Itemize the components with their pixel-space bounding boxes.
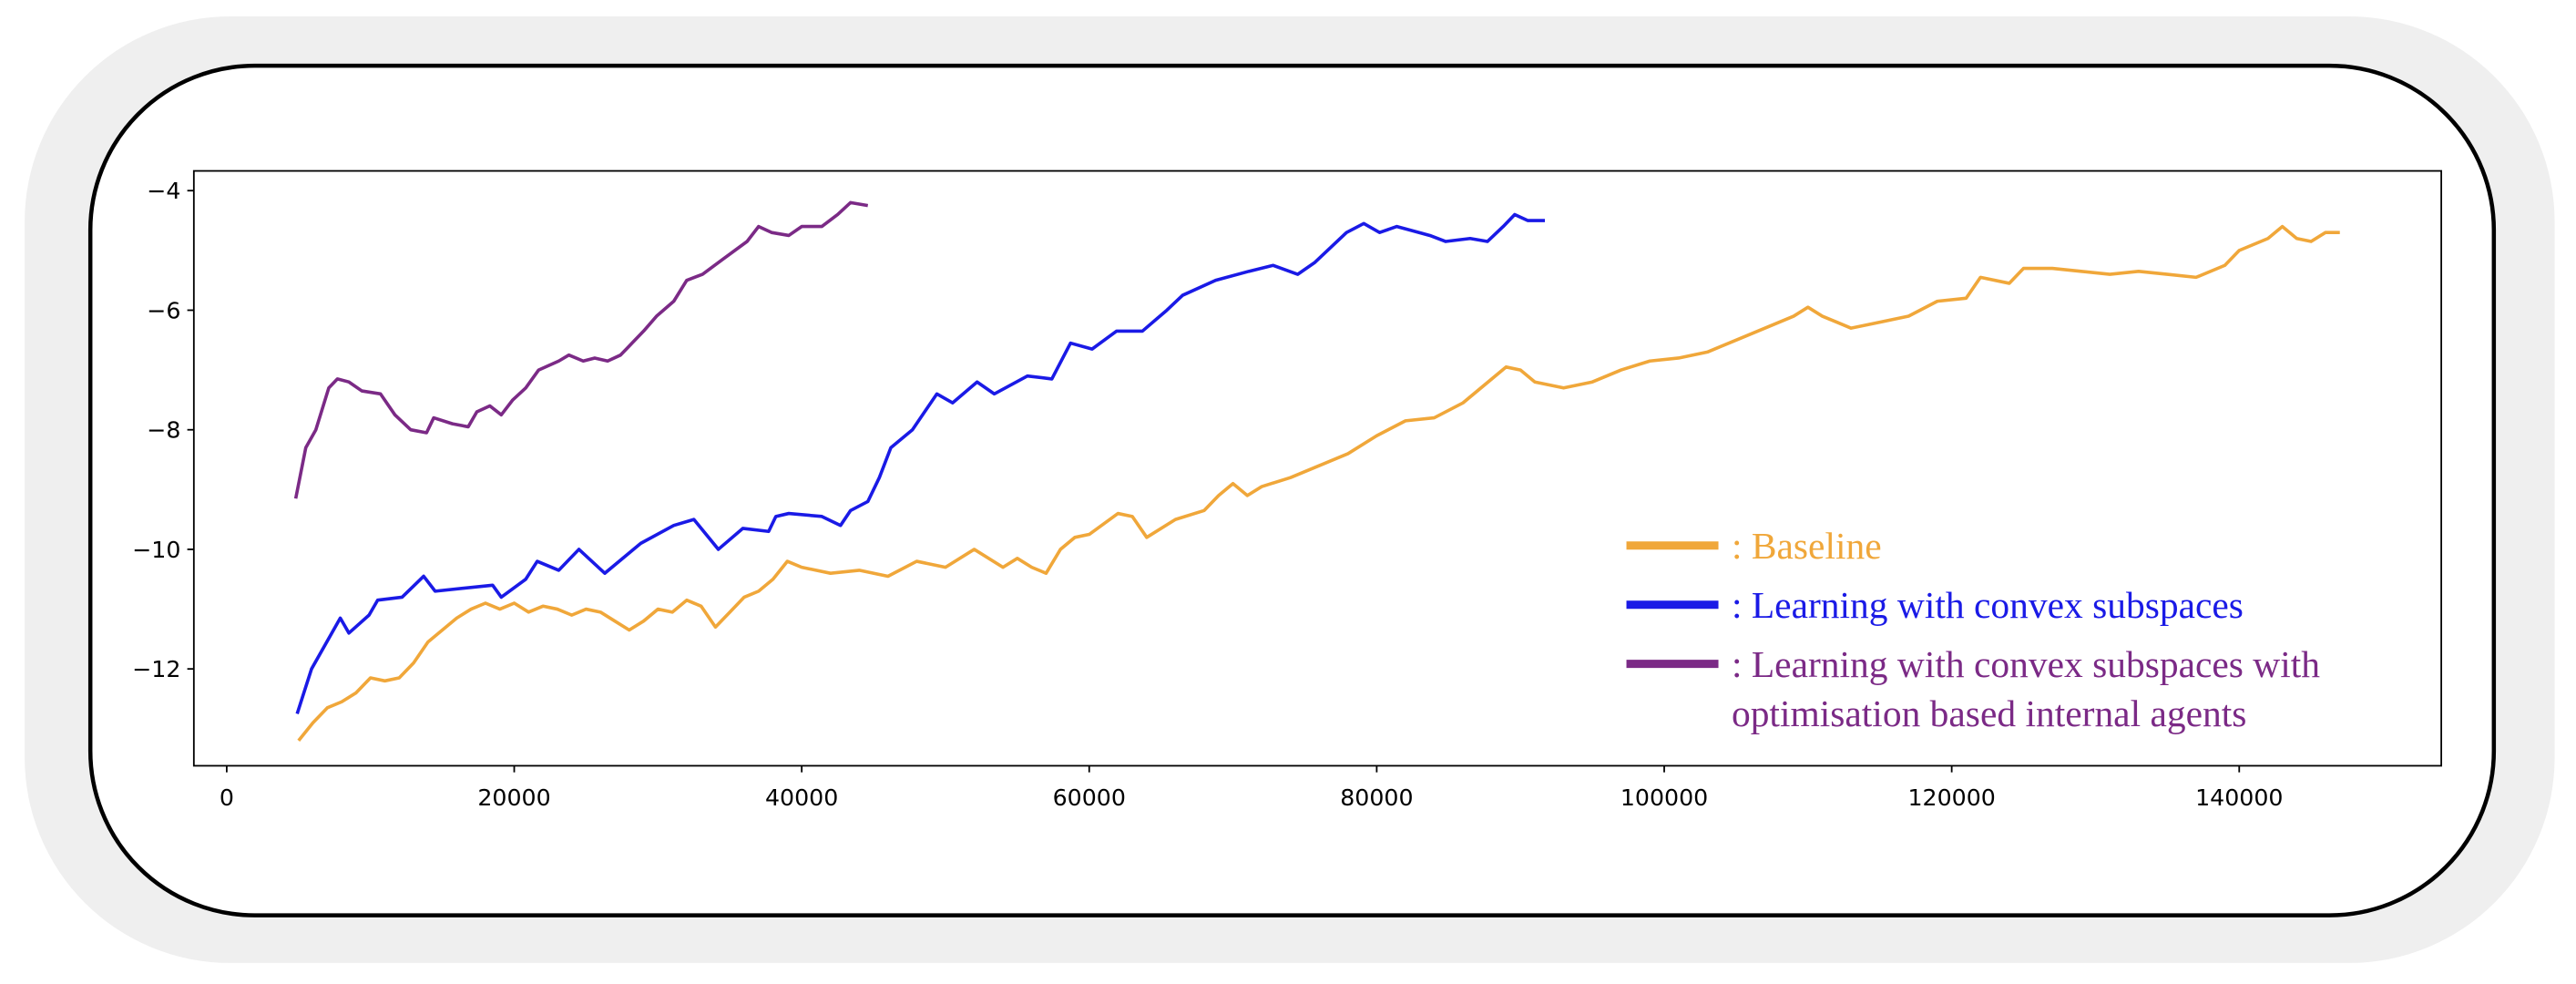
y-tick-label: −6 <box>147 297 180 323</box>
x-tick-label: 60000 <box>1053 784 1126 811</box>
y-tick-label: −12 <box>132 656 180 682</box>
legend-label: : Learning with convex subspaces <box>1732 584 2244 626</box>
x-tick-label: 120000 <box>1907 784 1995 811</box>
legend-line: optimisation based internal agents <box>1732 692 2246 734</box>
x-tick-label: 80000 <box>1340 784 1413 811</box>
legend-label: : Learning with convex subspaces with opt… <box>1732 643 2320 734</box>
legend-line: : Learning with convex subspaces with <box>1732 643 2320 685</box>
legend-line: : Baseline <box>1732 525 1882 567</box>
x-tick-label: 20000 <box>477 784 550 811</box>
x-tick-label: 40000 <box>765 784 838 811</box>
legend-label: : Baseline <box>1732 525 1882 567</box>
x-tick-label: 140000 <box>2195 784 2283 811</box>
series-line <box>297 224 2340 743</box>
x-tick-label: 0 <box>220 784 234 811</box>
y-tick-label: −4 <box>147 178 180 204</box>
series-line <box>295 212 1546 714</box>
x-tick-label: 100000 <box>1620 784 1708 811</box>
series-line <box>293 200 869 499</box>
y-tick-label: −10 <box>132 537 180 563</box>
y-tick-label: −8 <box>147 417 180 444</box>
legend-line: : Learning with convex subspaces <box>1732 584 2244 626</box>
